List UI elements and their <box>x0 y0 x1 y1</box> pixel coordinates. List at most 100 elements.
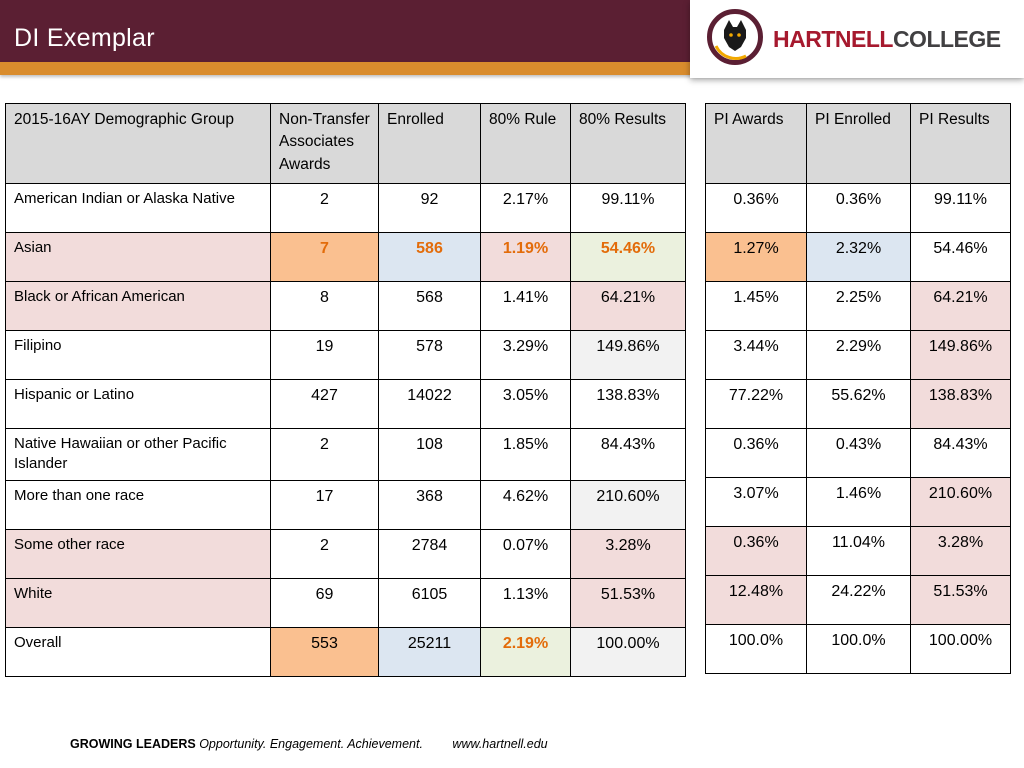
pi-table-header: PI Awards PI Enrolled PI Results <box>705 103 1011 184</box>
table-row: 77.22% 55.62% 138.83% <box>705 379 1011 429</box>
value-cell: 2.25% <box>806 281 911 331</box>
demographic-cell: American Indian or Alaska Native <box>5 183 271 233</box>
value-cell: 108 <box>378 428 481 481</box>
value-cell: 69 <box>270 577 379 628</box>
table-row: Native Hawaiian or other Pacific Islande… <box>5 428 686 481</box>
value-cell: 2 <box>270 183 379 233</box>
value-cell: 2 <box>270 528 379 579</box>
demographic-cell: More than one race <box>5 479 271 530</box>
value-cell: 3.07% <box>705 477 807 527</box>
demographic-cell: Hispanic or Latino <box>5 379 271 429</box>
demographic-cell: Native Hawaiian or other Pacific Islande… <box>5 428 271 481</box>
value-cell: 51.53% <box>570 577 686 628</box>
pi-table-body: 0.36% 0.36% 99.11% 1.27% 2.32% 54.46% 1.45% 2.2… <box>705 183 1011 674</box>
value-cell: 17 <box>270 479 379 530</box>
value-cell: 3.05% <box>480 379 571 429</box>
value-cell: 568 <box>378 281 481 331</box>
column-header: Enrolled <box>378 103 481 184</box>
table-row: Overall 553 25211 2.19% 100.00% <box>5 626 686 677</box>
value-cell: 553 <box>270 626 379 677</box>
value-cell: 368 <box>378 479 481 530</box>
value-cell: 0.36% <box>705 428 807 478</box>
footer: GROWING LEADERS Opportunity. Engagement.… <box>70 737 548 751</box>
footer-growing-leaders: GROWING LEADERS <box>70 737 196 751</box>
value-cell: 138.83% <box>910 379 1011 429</box>
value-cell: 1.13% <box>480 577 571 628</box>
value-cell: 8 <box>270 281 379 331</box>
value-cell: 64.21% <box>570 281 686 331</box>
table-row: White 69 6105 1.13% 51.53% <box>5 577 686 628</box>
column-header: PI Awards <box>705 103 807 184</box>
value-cell: 586 <box>378 232 481 282</box>
logo-box: HARTNELLCOLLEGE <box>690 0 1024 78</box>
table-row: Hispanic or Latino 427 14022 3.05% 138.83% <box>5 379 686 429</box>
value-cell: 3.44% <box>705 330 807 380</box>
value-cell: 100.0% <box>705 624 807 674</box>
value-cell: 1.45% <box>705 281 807 331</box>
value-cell: 210.60% <box>570 479 686 530</box>
table-row: Some other race 2 2784 0.07% 3.28% <box>5 528 686 579</box>
demographic-cell: Overall <box>5 626 271 677</box>
value-cell: 51.53% <box>910 575 1011 625</box>
value-cell: 84.43% <box>570 428 686 481</box>
demographic-cell: Black or African American <box>5 281 271 331</box>
table-row: 12.48% 24.22% 51.53% <box>705 575 1011 625</box>
value-cell: 54.46% <box>570 232 686 282</box>
value-cell: 0.43% <box>806 428 911 478</box>
value-cell: 19 <box>270 330 379 380</box>
logo-text-college: COLLEGE <box>892 25 1001 52</box>
value-cell: 3.28% <box>910 526 1011 576</box>
value-cell: 84.43% <box>910 428 1011 478</box>
table-row: 0.36% 11.04% 3.28% <box>705 526 1011 576</box>
value-cell: 2 <box>270 428 379 481</box>
value-cell: 99.11% <box>910 183 1011 233</box>
value-cell: 149.86% <box>570 330 686 380</box>
table-row: 1.45% 2.25% 64.21% <box>705 281 1011 331</box>
value-cell: 3.28% <box>570 528 686 579</box>
header-row: PI Awards PI Enrolled PI Results <box>705 103 1011 184</box>
value-cell: 7 <box>270 232 379 282</box>
logo-text-hartnell: HARTNELL <box>773 25 893 52</box>
table-row: 0.36% 0.43% 84.43% <box>705 428 1011 478</box>
value-cell: 138.83% <box>570 379 686 429</box>
table-row: Filipino 19 578 3.29% 149.86% <box>5 330 686 380</box>
value-cell: 149.86% <box>910 330 1011 380</box>
value-cell: 2.17% <box>480 183 571 233</box>
table-row: 1.27% 2.32% 54.46% <box>705 232 1011 282</box>
value-cell: 24.22% <box>806 575 911 625</box>
value-cell: 99.11% <box>570 183 686 233</box>
value-cell: 12.48% <box>705 575 807 625</box>
header-row: 2015-16AY Demographic Group Non-Transfer … <box>5 103 686 184</box>
value-cell: 77.22% <box>705 379 807 429</box>
value-cell: 427 <box>270 379 379 429</box>
demographic-cell: Asian <box>5 232 271 282</box>
value-cell: 2.29% <box>806 330 911 380</box>
value-cell: 14022 <box>378 379 481 429</box>
table-row: More than one race 17 368 4.62% 210.60% <box>5 479 686 530</box>
value-cell: 1.85% <box>480 428 571 481</box>
column-header: 80% Results <box>570 103 686 184</box>
table-row: 3.07% 1.46% 210.60% <box>705 477 1011 527</box>
table-row: 0.36% 0.36% 99.11% <box>705 183 1011 233</box>
value-cell: 0.36% <box>705 183 807 233</box>
value-cell: 0.36% <box>806 183 911 233</box>
value-cell: 11.04% <box>806 526 911 576</box>
value-cell: 4.62% <box>480 479 571 530</box>
logo-wordmark: HARTNELLCOLLEGE <box>773 26 1001 53</box>
column-header: PI Results <box>910 103 1011 184</box>
value-cell: 6105 <box>378 577 481 628</box>
demographic-cell: Filipino <box>5 330 271 380</box>
value-cell: 2.32% <box>806 232 911 282</box>
pi-table: PI Awards PI Enrolled PI Results 0.36% 0.36… <box>705 103 1011 674</box>
column-header: PI Enrolled <box>806 103 911 184</box>
table-row: American Indian or Alaska Native 2 92 2.17%… <box>5 183 686 233</box>
value-cell: 578 <box>378 330 481 380</box>
value-cell: 25211 <box>378 626 481 677</box>
demographics-table-header: 2015-16AY Demographic Group Non-Transfer … <box>5 103 686 184</box>
value-cell: 2784 <box>378 528 481 579</box>
demographics-table: 2015-16AY Demographic Group Non-Transfer … <box>5 103 686 677</box>
table-row: 3.44% 2.29% 149.86% <box>705 330 1011 380</box>
table-row: 100.0% 100.0% 100.00% <box>705 624 1011 674</box>
table-row: Black or African American 8 568 1.41% 64.21% <box>5 281 686 331</box>
value-cell: 54.46% <box>910 232 1011 282</box>
